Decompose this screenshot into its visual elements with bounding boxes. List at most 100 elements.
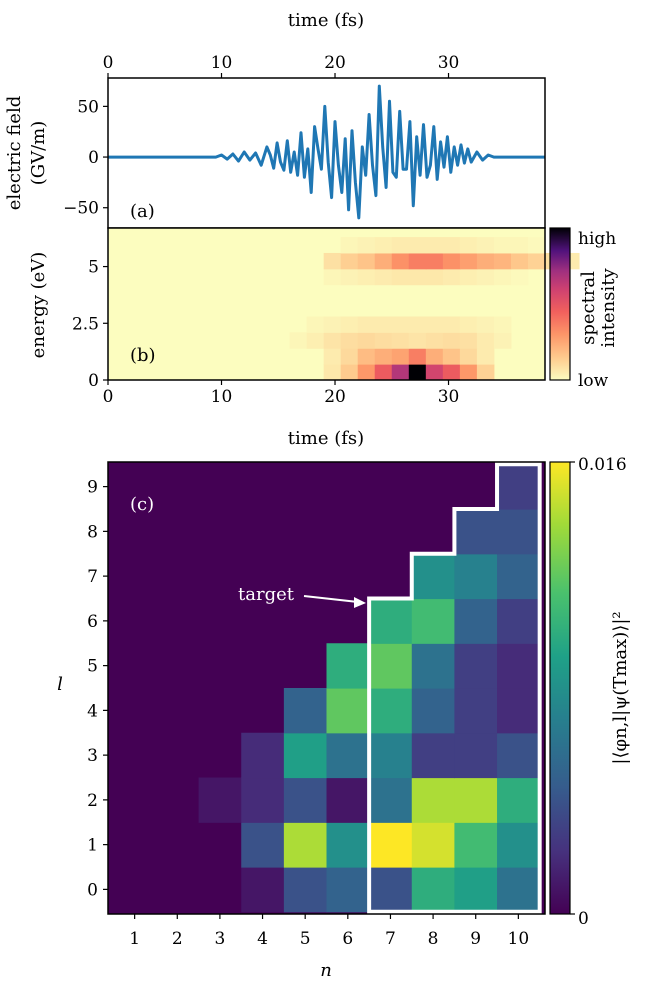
population-cell (241, 732, 285, 779)
top-x-tick-label: 10 (211, 53, 233, 73)
x-tick-label: 9 (470, 929, 481, 949)
y-ticks: 50 0 −50 (63, 97, 108, 219)
spectrogram-cell (476, 316, 495, 333)
spectrogram-cell (340, 332, 359, 349)
spectrogram-cell (391, 252, 410, 270)
population-cell (497, 464, 541, 510)
spectrogram-cell (357, 316, 376, 333)
population-cell (454, 598, 498, 644)
electric-field-line (108, 84, 545, 220)
spectrogram-cell (425, 252, 444, 270)
colorbar-label: |⟨φn,l|ψ(Tmax)⟩|² (610, 611, 631, 764)
spectrogram-panel: (b) energy (eV) 02.55 0 10 20 30 time (fs) … (28, 227, 619, 449)
target-arrow-head (354, 597, 366, 608)
spectrogram-cell (340, 364, 359, 381)
spectrogram-cell (442, 364, 461, 381)
spectrogram-cell (527, 252, 546, 270)
panel-label: (b) (130, 345, 156, 366)
colorbar-min-label: 0 (578, 909, 589, 929)
x-tick-label: 20 (324, 387, 346, 407)
spectrogram-cell (459, 364, 478, 381)
x-tick-label: 5 (300, 929, 311, 949)
spectrogram-cell (510, 252, 529, 270)
spectrogram-cell (323, 348, 342, 365)
x-tick-label: 6 (342, 929, 353, 949)
spectrogram-cell (425, 268, 444, 286)
spectrogram-cell (391, 316, 410, 333)
colorbar-low-label: low (578, 371, 609, 391)
population-cell (369, 732, 413, 779)
y-axis-label-line2: (GV/m) (28, 121, 49, 186)
panel-label: (c) (130, 494, 154, 515)
target-arrow-shaft (303, 595, 359, 603)
population-cell (283, 732, 328, 779)
spectrogram-cell (476, 237, 495, 254)
spectrogram-cell (340, 316, 359, 333)
colorbar-spectral (549, 227, 571, 381)
population-cell (326, 688, 370, 734)
spectrogram-cell (323, 364, 342, 381)
population-cell (369, 867, 413, 913)
y-tick-label: 1 (87, 836, 98, 856)
population-cell (369, 777, 413, 823)
y-tick-label: 6 (87, 612, 98, 632)
x-axis-label: n (320, 960, 332, 981)
spectrogram-cell (374, 316, 393, 333)
spectrogram-cell (374, 268, 393, 286)
spectrogram-cell (289, 332, 308, 349)
spectrogram-cell (323, 268, 342, 286)
population-cell (283, 777, 328, 823)
population-cell (497, 508, 541, 555)
spectrogram-cell (357, 268, 376, 286)
population-cell (283, 688, 328, 734)
spectrogram-cell (340, 252, 359, 270)
y-tick-label: 4 (87, 701, 98, 721)
spectrogram-cell (493, 237, 512, 254)
spectrogram-cell (391, 348, 410, 365)
spectrogram-cell (493, 316, 512, 333)
spectrogram-cell (374, 332, 393, 349)
x-ticks: 1 2 3 4 5 6 7 8 9 10 (129, 914, 529, 949)
population-cell (497, 732, 541, 779)
top-x-tick-label: 0 (103, 53, 114, 73)
colorbar-label-line1: spectral (578, 271, 599, 345)
colorbar-population (549, 461, 571, 915)
spectrogram-cell (425, 332, 444, 349)
population-cell (411, 732, 456, 779)
y-tick-label: 5 (87, 657, 98, 677)
population-cell (497, 688, 541, 734)
plot-frame (107, 461, 546, 915)
population-cell (326, 867, 370, 913)
target-annotation: target (238, 584, 295, 605)
population-cell (454, 643, 498, 689)
spectrogram-cell (476, 252, 495, 270)
x-tick-label: 10 (508, 929, 530, 949)
spectrogram-cell (323, 316, 342, 333)
spectrogram-cell (459, 268, 478, 286)
x-axis-label: time (fs) (288, 428, 364, 449)
spectrogram-cell (391, 332, 410, 349)
spectrogram-cell (527, 237, 546, 254)
spectrogram-cell (408, 268, 427, 286)
spectrogram-cells (289, 237, 580, 381)
population-cell (454, 553, 498, 600)
spectrogram-cell (340, 237, 359, 254)
spectrogram-cell (459, 348, 478, 365)
spectrogram-cell (357, 237, 376, 254)
spectrogram-cell (442, 348, 461, 365)
y-tick-label: 8 (87, 522, 98, 542)
population-cell (497, 643, 541, 689)
x-tick-label: 4 (257, 929, 268, 949)
population-cell (326, 643, 370, 689)
spectrogram-cell (459, 252, 478, 270)
population-cell (241, 777, 285, 823)
colorbar-max-label: 0.016 (578, 455, 627, 475)
spectrogram-cell (391, 268, 410, 286)
spectrogram-cell (476, 348, 495, 365)
y-ticks: 02.55 (72, 258, 108, 391)
population-cell (411, 777, 456, 823)
x-tick-label: 3 (215, 929, 226, 949)
spectrogram-cell (493, 252, 512, 270)
spectrogram-cell (306, 316, 325, 333)
spectrogram-cell (425, 364, 444, 381)
